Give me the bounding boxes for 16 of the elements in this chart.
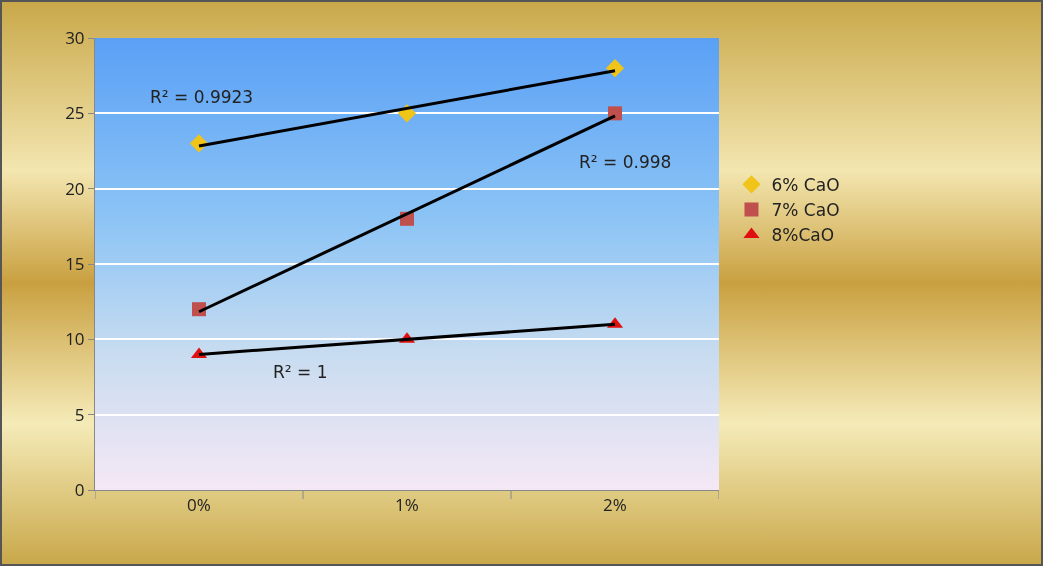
y-tick-label: 20: [65, 176, 85, 200]
y-tick-label: 10: [65, 327, 85, 351]
legend-label: 7% CaO: [771, 200, 840, 221]
y-tick-label: 0: [74, 477, 85, 501]
y-tick-label: 15: [65, 251, 85, 275]
annotation: R² = 0.998: [579, 152, 672, 172]
legend-label: 8%CaO: [771, 225, 835, 246]
y-tick-label: 5: [74, 402, 85, 426]
annotation: R² = 0.9923: [150, 87, 254, 107]
x-tick-label: 1%: [395, 493, 419, 517]
y-tick-label: 30: [65, 25, 85, 49]
x-tick-label: 0%: [187, 493, 211, 517]
y-tick-label: 25: [65, 101, 85, 125]
x-tick-label: 2%: [603, 493, 627, 517]
annotation: R² = 1: [273, 362, 328, 382]
legend-label: 6% CaO: [771, 174, 840, 195]
